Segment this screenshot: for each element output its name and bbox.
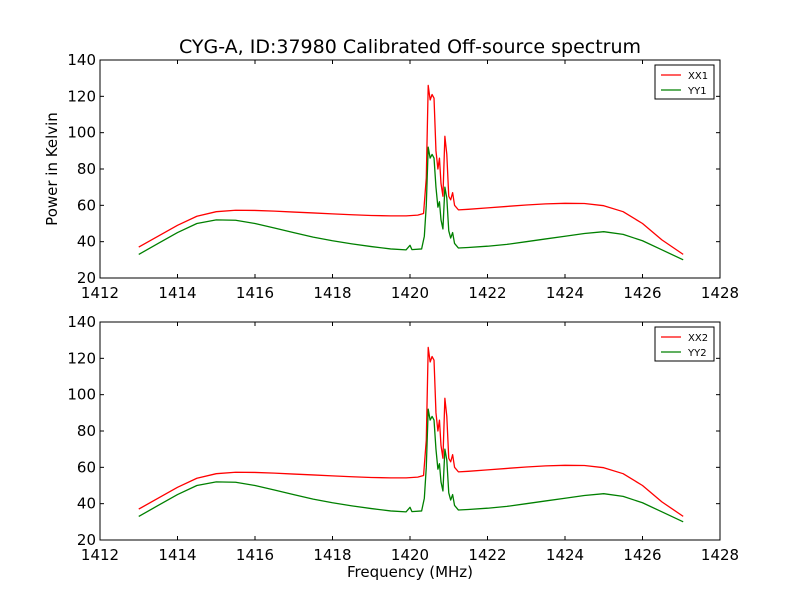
- series-line-xx1: [138, 84, 684, 255]
- x-tick-label: 1420: [391, 546, 429, 564]
- legend-label-xx2: XX2: [688, 333, 708, 344]
- y-tick-label: 140: [67, 51, 96, 69]
- legend-label-xx1: XX1: [688, 71, 708, 82]
- y-tick-label: 60: [77, 196, 96, 214]
- x-tick-label: 1428: [701, 284, 739, 302]
- series-line-yy2: [138, 408, 684, 523]
- x-tick-label: 1414: [158, 546, 196, 564]
- legend-box: [654, 326, 715, 362]
- x-tick-label: 1424: [546, 284, 584, 302]
- y-tick-label: 80: [77, 160, 96, 178]
- y-tick-label: 20: [77, 269, 96, 287]
- bottom-panel: 1412 1414 1416 1418 1420 1422 1424 1426 1428 20 40…: [67, 313, 739, 581]
- y-tick-label: 100: [67, 124, 96, 142]
- series-line-yy1: [138, 146, 684, 261]
- x-tick-label: 1412: [81, 546, 119, 564]
- x-tick-label: 1412: [81, 284, 119, 302]
- figure-title: CYG-A, ID:37980 Calibrated Off-source sp…: [179, 36, 641, 58]
- x-tick-label: 1426: [623, 546, 661, 564]
- y-tick-label: 140: [67, 313, 96, 331]
- x-tick-label: 1424: [546, 546, 584, 564]
- legend-label-yy1: YY1: [687, 86, 707, 97]
- x-axis-label: Frequency (MHz): [347, 563, 473, 581]
- y-tick-label: 20: [77, 531, 96, 549]
- x-tick-label: 1418: [313, 546, 351, 564]
- y-tick-label: 120: [67, 349, 96, 367]
- y-tick-label: 100: [67, 386, 96, 404]
- y-axis-label: Power in Kelvin: [43, 112, 61, 226]
- x-tick-label: 1418: [313, 284, 351, 302]
- x-tick-label: 1426: [623, 284, 661, 302]
- x-tick-label: 1416: [236, 546, 274, 564]
- y-tick-label: 40: [77, 495, 96, 513]
- x-tick-label: 1422: [468, 284, 506, 302]
- x-tick-label: 1420: [391, 284, 429, 302]
- y-tick-label: 40: [77, 233, 96, 251]
- legend-box: [654, 64, 715, 100]
- y-tick-label: 60: [77, 458, 96, 476]
- y-tick-label: 80: [77, 422, 96, 440]
- x-tick-label: 1422: [468, 546, 506, 564]
- series-line-xx2: [138, 346, 684, 517]
- y-tick-label: 120: [67, 87, 96, 105]
- top-panel: 1412 1414 1416 1418 1420 1422 1424 1426 1428 20 40…: [43, 51, 739, 302]
- legend-label-yy2: YY2: [687, 348, 707, 359]
- x-tick-label: 1416: [236, 284, 274, 302]
- x-tick-label: 1414: [158, 284, 196, 302]
- x-tick-label: 1428: [701, 546, 739, 564]
